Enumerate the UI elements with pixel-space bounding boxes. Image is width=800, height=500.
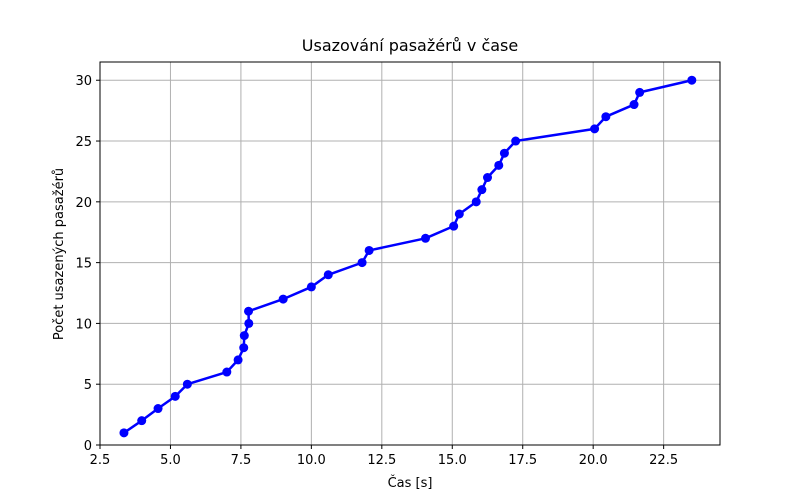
- x-tick-label: 20.0: [579, 453, 608, 468]
- data-point: [239, 343, 249, 353]
- data-point: [323, 270, 333, 280]
- data-point: [137, 416, 147, 426]
- x-tick-label: 17.5: [508, 453, 537, 468]
- data-point: [306, 282, 316, 292]
- plot-frame: [99, 61, 721, 446]
- y-tick-label: 20: [75, 196, 92, 211]
- y-tick-label: 10: [75, 317, 92, 332]
- grid-lines: [99, 62, 720, 446]
- y-tick-label: 30: [75, 74, 92, 89]
- x-tick-label: 10.0: [297, 453, 326, 468]
- data-point: [483, 173, 492, 183]
- data-point: [421, 233, 430, 243]
- data-point: [244, 306, 254, 316]
- data-point: [222, 367, 232, 377]
- data-point: [687, 75, 697, 85]
- data-point: [119, 428, 129, 438]
- y-tick-label: 25: [75, 135, 92, 150]
- x-tick-label: 12.5: [367, 453, 396, 468]
- data-point: [244, 318, 254, 328]
- chart-title: Usazování pasažérů v čase: [302, 36, 518, 55]
- data-point: [364, 245, 374, 255]
- data-point: [239, 331, 249, 341]
- data-point: [635, 87, 645, 97]
- data-point: [454, 209, 464, 219]
- y-axis-ticks: 0 5 10 15 20 25 30: [75, 74, 100, 454]
- x-axis-label: Čas [s]: [388, 475, 433, 491]
- series-line: [123, 79, 693, 434]
- y-axis-label: Počet usazených pasažérů: [52, 168, 67, 340]
- data-point: [629, 100, 639, 110]
- data-point: [278, 294, 288, 304]
- data-point: [477, 185, 487, 195]
- x-tick-label: 7.5: [231, 453, 252, 468]
- y-tick-label: 15: [75, 257, 92, 272]
- data-point: [511, 136, 521, 146]
- x-axis-ticks: 2.5 5.0 7.5 10.0 12.5 15.0 17.5 20.0 22.5: [90, 445, 678, 468]
- data-point: [590, 124, 600, 134]
- series-layer: [119, 75, 697, 438]
- y-tick-label: 5: [84, 378, 92, 393]
- data-point: [471, 197, 481, 207]
- data-point: [153, 404, 163, 414]
- data-point: [494, 160, 504, 170]
- data-point: [357, 258, 367, 268]
- x-tick-label: 22.5: [649, 453, 678, 468]
- data-point: [499, 148, 509, 158]
- data-point: [170, 391, 180, 401]
- data-point: [449, 221, 459, 231]
- data-point: [233, 355, 243, 365]
- data-point: [601, 112, 611, 122]
- x-tick-label: 5.0: [160, 453, 181, 468]
- y-tick-label: 0: [84, 439, 92, 454]
- data-point: [182, 379, 192, 389]
- x-tick-label: 2.5: [90, 453, 111, 468]
- x-tick-label: 15.0: [438, 453, 467, 468]
